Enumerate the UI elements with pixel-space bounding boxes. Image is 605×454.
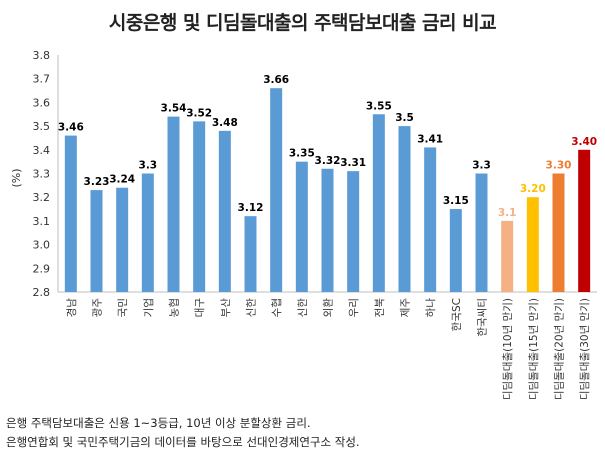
x-tick-label: 디딤돌대출(15년 만기) [528, 298, 540, 400]
y-tick-label: 2.9 [33, 262, 51, 275]
data-label: 3.5 [395, 112, 414, 124]
data-label: 3.30 [546, 160, 572, 172]
bar [64, 135, 77, 292]
y-tick-label: 3.2 [33, 191, 51, 204]
footnote-1: 은행 주택담보대출은 신용 1~3등급, 10년 이상 분할상환 금리. [6, 416, 311, 430]
bar [116, 187, 129, 292]
bar [141, 173, 154, 292]
bar [193, 121, 206, 292]
x-tick-label: 수협 [270, 298, 283, 317]
data-label: 3.20 [520, 183, 546, 195]
data-label: 3.24 [109, 174, 135, 186]
y-tick-label: 2.8 [33, 286, 51, 299]
x-tick-label: 신한 [246, 298, 258, 318]
x-tick-label: 제주 [400, 298, 412, 318]
data-label: 3.48 [212, 117, 238, 129]
x-tick-label: 전북 [374, 298, 386, 318]
bar [167, 116, 180, 293]
bar [398, 126, 411, 292]
y-tick-label: 3.0 [33, 239, 51, 252]
x-tick-label: 디딤돌대출(30년 만기) [579, 298, 591, 400]
bar [321, 168, 334, 292]
x-tick-label: 부산 [220, 298, 232, 318]
data-label: 3.15 [443, 195, 469, 207]
bar [475, 173, 488, 292]
data-label: 3.41 [417, 133, 443, 145]
x-tick-label: 신한 [297, 298, 309, 318]
y-tick-label: 3.7 [33, 73, 51, 86]
bar [526, 197, 539, 292]
data-label: 3.46 [58, 122, 84, 134]
x-tick-label: 디딤돌대출(10년 만기) [502, 298, 514, 400]
x-tick-label: 기업 [142, 298, 155, 317]
x-tick-label: 우리 [348, 298, 360, 317]
x-tick-label: 외환 [323, 298, 335, 318]
bar [424, 147, 437, 292]
y-tick-label: 3.6 [33, 96, 51, 109]
bar [270, 88, 283, 293]
data-label: 3.35 [289, 148, 315, 160]
y-tick-label: 3.8 [33, 49, 51, 62]
bar [372, 114, 385, 292]
data-label: 3.66 [263, 74, 289, 86]
y-tick-label: 3.5 [33, 120, 51, 133]
footnotes: 은행 주택담보대출은 신용 1~3등급, 10년 이상 분할상환 금리. 은행연… [6, 414, 360, 452]
footnote-2: 은행연합회 및 국민주택기금의 데이터를 바탕으로 선대인경제연구소 작성. [6, 435, 360, 449]
x-tick-label: 디딤돌대출(20년 만기) [554, 298, 566, 400]
data-label: 3.31 [340, 157, 366, 169]
data-label: 3.12 [238, 202, 264, 214]
bar [295, 161, 308, 292]
x-tick-label: 하나 [424, 298, 437, 318]
bar [244, 216, 257, 292]
x-tick-label: 광주 [92, 298, 104, 318]
data-label: 3.40 [571, 136, 597, 148]
bar [347, 171, 360, 292]
y-tick-label: 3.3 [33, 168, 51, 181]
chart-title: 시중은행 및 디딤돌대출의 주택담보대출 금리 비교 [108, 12, 497, 34]
data-label: 3.32 [315, 155, 341, 167]
bar [578, 149, 591, 292]
x-tick-label: 대구 [194, 298, 206, 318]
data-label: 3.3 [139, 160, 158, 172]
x-tick-label: 경남 [65, 298, 78, 318]
bar [90, 190, 103, 292]
data-label: 3.1 [498, 207, 517, 219]
y-axis-label: (%) [10, 168, 23, 187]
bar-chart: (%) 2.8 2.9 3.0 3.1 3.2 3.3 3.4 3.5 3.6 3.7 3.8 3.… [10, 49, 597, 400]
data-label: 3.3 [472, 160, 491, 172]
x-tick-label: 농협 [168, 298, 181, 317]
y-tick-label: 3.4 [33, 144, 51, 157]
data-label: 3.23 [84, 176, 110, 188]
data-label: 3.55 [366, 100, 392, 112]
bar [552, 173, 565, 292]
data-label: 3.54 [161, 103, 187, 115]
y-tick-label: 3.1 [33, 215, 51, 228]
data-label: 3.52 [186, 107, 212, 119]
bar [218, 130, 231, 292]
bar [501, 220, 514, 292]
x-tick-label: 한국씨티 [477, 298, 489, 337]
bar [449, 209, 462, 292]
x-tick-label: 국민 [117, 298, 129, 317]
x-tick-label: 한국SC [451, 298, 463, 331]
